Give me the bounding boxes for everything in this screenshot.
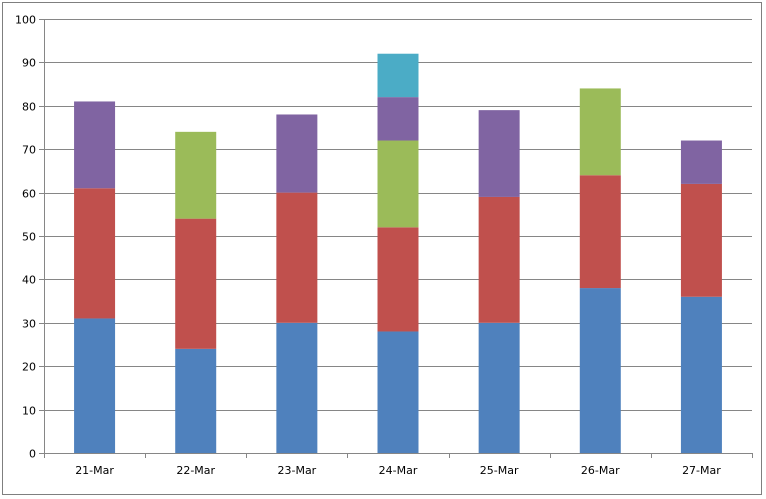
y-tick-label: 90: [22, 57, 36, 70]
bar-segment-21-Mar-series-4: [74, 101, 116, 189]
bar-segment-26-Mar-series-2: [579, 175, 621, 289]
bar-segment-26-Mar-series-1: [579, 288, 621, 453]
y-tick-label: 50: [22, 231, 36, 244]
y-tick-labels: 0 10 20 30 40 50 60 70 80 90 100: [15, 14, 36, 461]
bar-segment-27-Mar-series-1: [680, 296, 722, 453]
x-tick-label: 22-Mar: [176, 464, 215, 477]
bars: [74, 53, 722, 453]
y-tick-label: 0: [29, 448, 36, 461]
bar-segment-25-Mar-series-1: [478, 322, 520, 453]
y-tick-label: 10: [22, 405, 36, 418]
x-tick-labels: 21-Mar 22-Mar 23-Mar 24-Mar 25-Mar 26-Mar 27-M…: [75, 464, 721, 477]
y-tick-label: 20: [22, 361, 36, 374]
bar-segment-23-Mar-series-2: [276, 192, 318, 323]
bar-segment-22-Mar-series-3: [175, 131, 217, 219]
bar-segment-26-Mar-series-3: [579, 88, 621, 176]
bar-segment-24-Mar-series-3: [377, 140, 419, 228]
bar-segment-23-Mar-series-4: [276, 114, 318, 193]
y-tick-label: 100: [15, 14, 36, 27]
y-tick-label: 80: [22, 101, 36, 114]
x-tick-label: 24-Mar: [379, 464, 418, 477]
x-tick-label: 23-Mar: [277, 464, 316, 477]
x-tick-label: 26-Mar: [581, 464, 620, 477]
y-tick-label: 30: [22, 318, 36, 331]
bar-segment-24-Mar-series-4: [377, 97, 419, 141]
bar-segment-24-Mar-series-2: [377, 227, 419, 332]
bar-segment-25-Mar-series-4: [478, 110, 520, 197]
axes: [39, 19, 753, 458]
bar-segment-27-Mar-series-2: [680, 183, 722, 297]
bar-segment-27-Mar-series-4: [680, 140, 722, 184]
y-tick-label: 70: [22, 144, 36, 157]
bar-segment-25-Mar-series-2: [478, 196, 520, 323]
bar-segment-22-Mar-series-1: [175, 348, 217, 453]
y-tick-label: 60: [22, 188, 36, 201]
bar-segment-21-Mar-series-1: [74, 318, 116, 453]
x-tick-label: 27-Mar: [682, 464, 721, 477]
x-tick-label: 21-Mar: [75, 464, 114, 477]
bar-segment-24-Mar-series-5: [377, 53, 419, 98]
bar-segment-21-Mar-series-2: [74, 188, 116, 319]
x-tick-label: 25-Mar: [480, 464, 519, 477]
y-tick-label: 40: [22, 274, 36, 287]
bar-segment-24-Mar-series-1: [377, 331, 419, 453]
bar-segment-22-Mar-series-2: [175, 218, 217, 349]
bar-segment-23-Mar-series-1: [276, 322, 318, 453]
